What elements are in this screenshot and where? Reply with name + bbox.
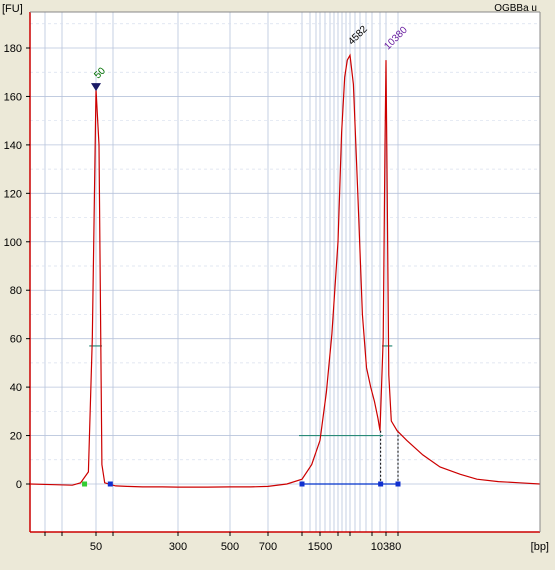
y-axis-label: [FU] — [2, 3, 23, 15]
baseline-marker — [395, 481, 401, 487]
x-tick-label: 500 — [221, 541, 239, 553]
y-tick-label: 0 — [16, 479, 22, 491]
y-tick-label: 100 — [4, 237, 22, 249]
x-tick-label: 50 — [90, 541, 102, 553]
y-tick-label: 180 — [4, 43, 22, 55]
integration-regions — [302, 430, 399, 485]
x-tick-label: 1500 — [308, 541, 332, 553]
y-tick-label: 60 — [10, 334, 22, 346]
x-tick-label: 10380 — [371, 541, 402, 553]
trace-line — [29, 53, 541, 488]
sample-name: OGBBa u — [494, 3, 537, 14]
plot-area — [30, 12, 540, 532]
y-tick-label: 20 — [10, 431, 22, 443]
x-axis-ticks: 50 300 500 700 1500 10380 — [44, 532, 402, 553]
y-tick-label: 80 — [10, 285, 22, 297]
y-tick-label: 140 — [4, 140, 22, 152]
y-tick-label: 40 — [10, 382, 22, 394]
x-tick-label: 700 — [259, 541, 277, 553]
baseline-marker — [82, 481, 88, 487]
plot-frame — [29, 11, 541, 533]
y-tick-label: 160 — [4, 91, 22, 103]
y-tick-label: 120 — [4, 188, 22, 200]
baseline-marker — [299, 481, 305, 487]
baseline-marker — [378, 481, 384, 487]
vertical-gridlines — [44, 12, 399, 532]
horizontal-gridlines — [30, 23, 540, 485]
threshold-lines — [89, 345, 393, 437]
y-axis-ticks: 0 20 40 60 80 100 120 140 160 180 — [4, 43, 30, 491]
x-axis-label: [bp] — [531, 541, 549, 553]
baseline-markers — [82, 481, 401, 487]
baseline-marker — [107, 481, 113, 487]
lower-marker-triangle — [91, 83, 101, 92]
x-tick-label: 300 — [169, 541, 187, 553]
